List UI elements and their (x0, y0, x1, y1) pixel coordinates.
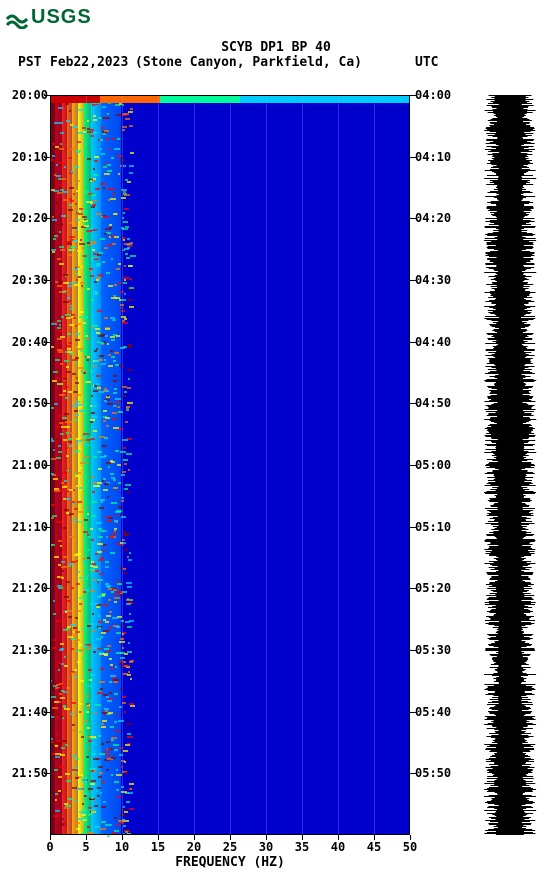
y-tick-utc: 04:10 (415, 150, 455, 164)
x-tick: 25 (215, 840, 245, 854)
y-tick-pst: 20:40 (8, 335, 48, 349)
wave-icon (5, 5, 29, 29)
y-tick-pst: 21:20 (8, 581, 48, 595)
x-tick: 35 (287, 840, 317, 854)
x-tick: 10 (107, 840, 137, 854)
y-tick-pst: 20:30 (8, 273, 48, 287)
header-date: Feb22,2023 (50, 55, 128, 70)
x-tick: 15 (143, 840, 173, 854)
x-tick: 40 (323, 840, 353, 854)
usgs-logo: USGS (5, 5, 92, 29)
x-tick: 0 (35, 840, 65, 854)
y-tick-utc: 05:00 (415, 458, 455, 472)
seismo-sample (496, 834, 524, 835)
gridline (230, 95, 231, 835)
y-tick-utc: 05:10 (415, 520, 455, 534)
y-tick-pst: 20:10 (8, 150, 48, 164)
x-tick: 5 (71, 840, 101, 854)
gridline (86, 95, 87, 835)
y-tick-pst: 20:00 (8, 88, 48, 102)
y-tick-utc: 05:30 (415, 643, 455, 657)
y-tick-pst: 21:00 (8, 458, 48, 472)
logo-text: USGS (31, 6, 92, 29)
y-tick-utc: 04:50 (415, 396, 455, 410)
y-tick-utc: 05:20 (415, 581, 455, 595)
gridline (374, 95, 375, 835)
header-location: (Stone Canyon, Parkfield, Ca) (135, 55, 362, 70)
header-utc: UTC (415, 55, 438, 70)
y-tick-utc: 04:40 (415, 335, 455, 349)
x-tick: 45 (359, 840, 389, 854)
header-pst: PST (18, 55, 41, 70)
y-tick-utc: 04:20 (415, 211, 455, 225)
y-tick-utc: 04:00 (415, 88, 455, 102)
y-tick-pst: 21:50 (8, 766, 48, 780)
seismogram-panel (480, 95, 540, 835)
gridline (158, 95, 159, 835)
x-axis-label: FREQUENCY (HZ) (50, 855, 410, 870)
plot-title: SCYB DP1 BP 40 (0, 40, 552, 55)
x-tick: 30 (251, 840, 281, 854)
y-tick-pst: 21:30 (8, 643, 48, 657)
y-tick-pst: 21:10 (8, 520, 48, 534)
y-tick-utc: 05:40 (415, 705, 455, 719)
spectro-band (55, 95, 62, 835)
y-tick-pst: 21:40 (8, 705, 48, 719)
gridline (338, 95, 339, 835)
gridline (122, 95, 123, 835)
y-tick-utc: 04:30 (415, 273, 455, 287)
y-tick-pst: 20:20 (8, 211, 48, 225)
x-tick: 20 (179, 840, 209, 854)
y-tick-utc: 05:50 (415, 766, 455, 780)
gridline (266, 95, 267, 835)
y-tick-pst: 20:50 (8, 396, 48, 410)
gridline (194, 95, 195, 835)
x-tick: 50 (395, 840, 425, 854)
spectrogram-plot (50, 95, 410, 835)
gridline (302, 95, 303, 835)
